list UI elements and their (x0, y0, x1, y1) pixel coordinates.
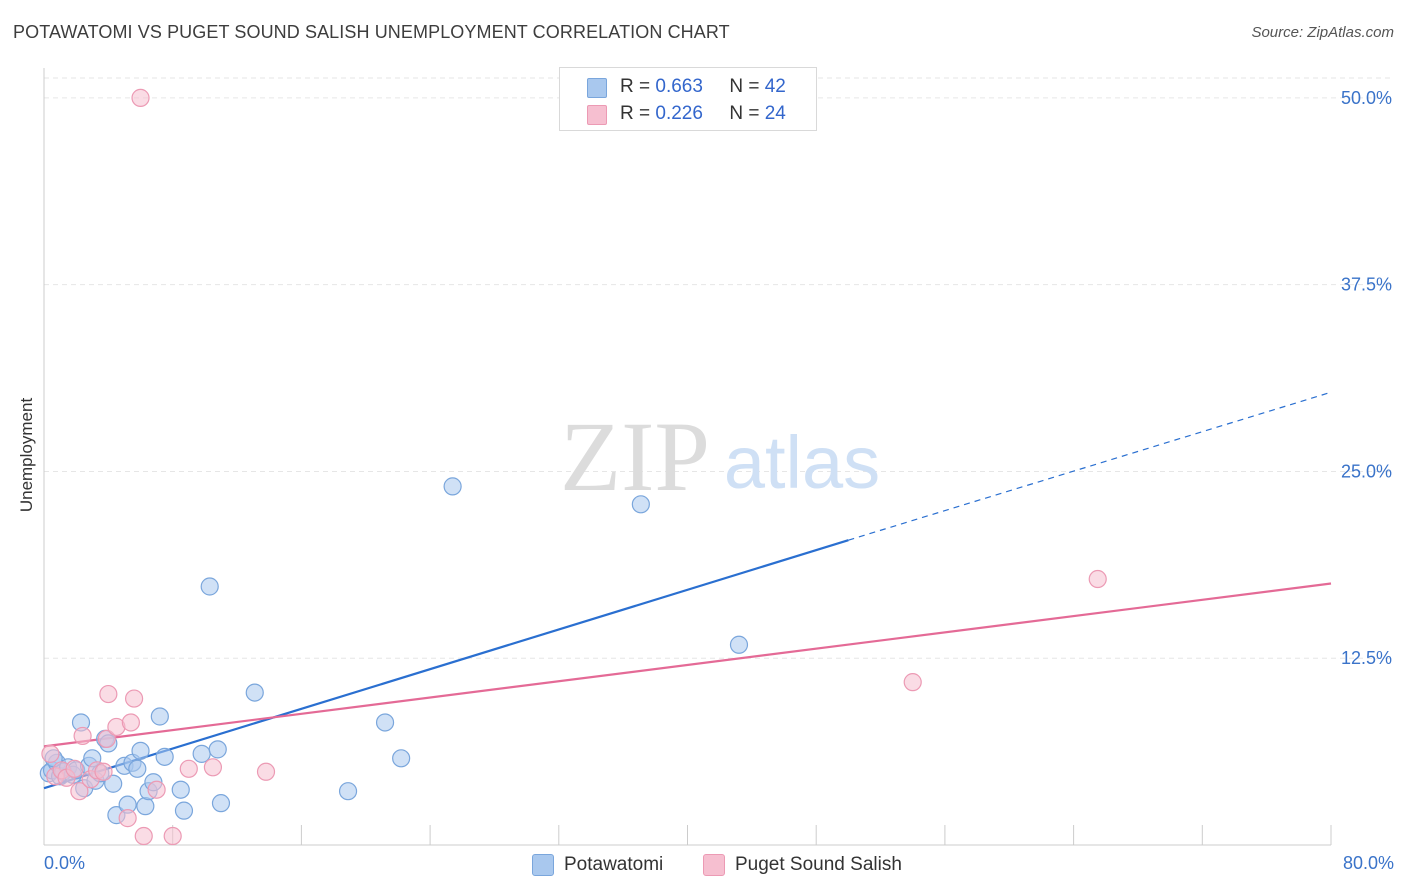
puget-sound-salish-point (70, 782, 89, 801)
potawatomi-point (338, 782, 358, 801)
puget-sound-salish-point (65, 759, 84, 778)
puget-sound-salish-point (147, 780, 166, 799)
puget-sound-salish-point (163, 826, 182, 846)
y-tick-label: 12.5% (1341, 648, 1392, 668)
y-tick-label: 37.5% (1341, 275, 1392, 295)
potawatomi-point (128, 759, 147, 778)
potawatomi-trend-extension (848, 391, 1332, 541)
potawatomi-point (211, 794, 231, 813)
chart-title: POTAWATOMI VS PUGET SOUND SALISH UNEMPLO… (13, 22, 730, 42)
potawatomi-point (150, 707, 169, 726)
potawatomi-point (443, 477, 462, 496)
bottom-legend-label: Puget Sound Salish (735, 854, 902, 875)
potawatomi-point (136, 797, 155, 816)
puget-sound-salish-point (124, 689, 144, 708)
puget-sound-salish-point (256, 762, 276, 781)
potawatomi-point (729, 635, 749, 654)
y-tick-label: 25.0% (1341, 461, 1392, 481)
legend-swatch-pink (587, 105, 607, 125)
watermark-zip: ZIP (560, 401, 710, 512)
puget-sound-salish-trend-line (43, 582, 1332, 748)
watermark: ZIP atlas (560, 401, 880, 512)
bottom-legend-swatch-blue (532, 854, 554, 876)
potawatomi-trend-line (43, 539, 849, 790)
potawatomi-point (208, 740, 227, 759)
puget-sound-salish-point (179, 759, 198, 778)
puget-sound-salish-point (94, 762, 113, 781)
grid-lines (44, 77, 1391, 659)
legend-r-value: 0.226 (655, 103, 703, 124)
data-points (39, 88, 1107, 846)
puget-sound-salish-point (41, 744, 60, 763)
tick-labels: 12.5% 25.0% 37.5% 50.0% 0.0% 80.0% (44, 88, 1394, 873)
legend-swatch-blue (587, 78, 607, 98)
legend-n-label: N = (729, 76, 765, 97)
bottom-legend-swatch-pink (703, 854, 725, 876)
y-axis-label: Unemployment (17, 397, 36, 513)
source-label: Source: ZipAtlas.com (1251, 24, 1394, 41)
y-tick-label: 50.0% (1341, 88, 1392, 108)
puget-sound-salish-point (121, 713, 140, 732)
puget-sound-salish-point (134, 826, 153, 846)
puget-sound-salish-point (73, 726, 92, 746)
potawatomi-point (392, 749, 411, 768)
bottom-legend-label: Potawatomi (564, 854, 664, 875)
legend-r-label: R = (620, 76, 656, 97)
x-tick-label: 80.0% (1343, 853, 1394, 873)
potawatomi-point (155, 747, 174, 766)
potawatomi-point (174, 801, 194, 820)
puget-sound-salish-point (97, 729, 116, 749)
puget-sound-salish-point (903, 673, 922, 692)
potawatomi-point (131, 741, 150, 760)
potawatomi-point (104, 774, 123, 793)
legend-r-value: 0.663 (655, 76, 703, 97)
puget-sound-salish-point (131, 88, 150, 107)
puget-sound-salish-point (99, 684, 118, 704)
potawatomi-point (245, 683, 264, 702)
bottom-legend-puget-sound-salish: Puget Sound Salish (703, 852, 902, 878)
legend-n-value: 24 (764, 103, 786, 124)
legend-r-label: R = (620, 103, 656, 124)
puget-sound-salish-point (118, 809, 137, 828)
potawatomi-point (631, 495, 650, 514)
potawatomi-point (375, 713, 395, 732)
potawatomi-point (192, 744, 211, 763)
legend-n-value: 42 (764, 76, 786, 97)
puget-sound-salish-point (203, 758, 223, 777)
puget-sound-salish-point (1088, 569, 1107, 589)
axes (43, 68, 1332, 846)
legend-row-puget-sound-salish: R = 0.226 N = 24 (587, 102, 786, 126)
potawatomi-point (200, 577, 219, 596)
potawatomi-point (171, 780, 190, 799)
bottom-legend-potawatomi: Potawatomi (532, 852, 663, 878)
trend-lines (43, 391, 1332, 790)
legend-row-potawatomi: R = 0.663 N = 42 (587, 75, 786, 99)
legend-n-label: N = (729, 103, 765, 124)
x-tick-label: 0.0% (44, 853, 85, 873)
watermark-atlas: atlas (724, 421, 880, 504)
stats-legend: R = 0.663 N = 42 R = 0.226 N = 24 (559, 67, 817, 131)
